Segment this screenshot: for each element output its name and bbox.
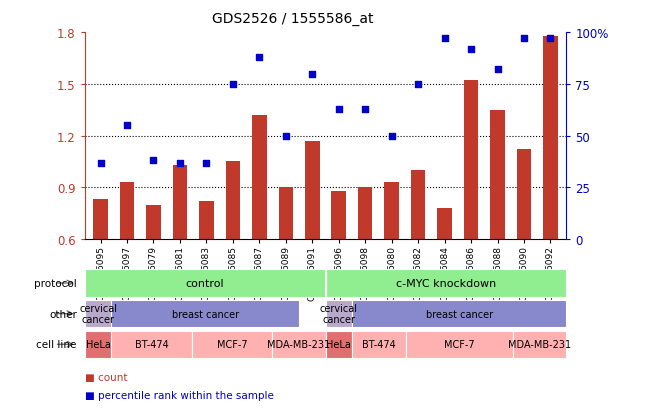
Text: cell line: cell line — [36, 339, 77, 349]
Point — [387, 133, 397, 140]
Bar — [331, 191, 346, 240]
Text: MCF-7: MCF-7 — [444, 339, 475, 349]
Point — [307, 71, 318, 78]
Bar — [406, 331, 513, 358]
Bar — [272, 331, 326, 358]
Text: ■ percentile rank within the sample: ■ percentile rank within the sample — [85, 390, 273, 400]
Point — [122, 123, 132, 129]
Bar — [517, 150, 531, 240]
Point — [201, 160, 212, 166]
Bar — [199, 202, 214, 240]
Text: GDS2526 / 1555586_at: GDS2526 / 1555586_at — [212, 12, 374, 26]
Bar — [173, 166, 187, 240]
Text: MDA-MB-231: MDA-MB-231 — [508, 339, 571, 349]
Bar — [326, 300, 352, 328]
Bar — [513, 331, 566, 358]
Text: BT-474: BT-474 — [362, 339, 396, 349]
Point — [360, 106, 370, 113]
Point — [492, 67, 503, 74]
Bar — [146, 205, 161, 240]
Text: BT-474: BT-474 — [135, 339, 169, 349]
Bar — [226, 162, 240, 240]
Point — [439, 36, 450, 43]
Text: c-MYC knockdown: c-MYC knockdown — [396, 278, 496, 288]
Point — [281, 133, 291, 140]
Point — [519, 36, 529, 43]
Point — [413, 81, 423, 88]
Bar — [464, 81, 478, 240]
Bar — [279, 188, 293, 240]
Bar — [326, 270, 566, 297]
Text: MCF-7: MCF-7 — [217, 339, 247, 349]
Bar — [111, 300, 299, 328]
Point — [546, 36, 556, 43]
Point — [228, 81, 238, 88]
Bar — [358, 188, 372, 240]
Bar — [384, 183, 399, 240]
Point — [254, 55, 264, 61]
Point — [466, 46, 477, 53]
Bar — [437, 209, 452, 240]
Bar — [85, 270, 326, 297]
Bar — [85, 331, 111, 358]
Bar — [252, 116, 267, 240]
Text: breast cancer: breast cancer — [171, 309, 239, 319]
Bar — [352, 300, 566, 328]
Bar — [411, 171, 425, 240]
Text: MDA-MB-231: MDA-MB-231 — [267, 339, 330, 349]
Text: HeLa: HeLa — [326, 339, 352, 349]
Point — [333, 106, 344, 113]
Bar — [543, 36, 558, 240]
Bar — [85, 300, 111, 328]
Point — [148, 158, 159, 164]
Bar — [120, 183, 134, 240]
Text: protocol: protocol — [34, 278, 77, 288]
Text: cervical
cancer: cervical cancer — [79, 303, 117, 325]
Bar — [490, 110, 505, 240]
Bar — [305, 141, 320, 240]
Point — [95, 160, 105, 166]
Point — [174, 160, 185, 166]
Text: ■ count: ■ count — [85, 372, 127, 382]
Text: control: control — [186, 278, 225, 288]
Bar — [352, 331, 406, 358]
Bar — [326, 331, 352, 358]
Text: cervical
cancer: cervical cancer — [320, 303, 358, 325]
Bar — [93, 200, 108, 240]
Bar — [191, 331, 272, 358]
Text: other: other — [49, 309, 77, 319]
Text: breast cancer: breast cancer — [426, 309, 493, 319]
Bar — [111, 331, 191, 358]
Text: HeLa: HeLa — [85, 339, 111, 349]
